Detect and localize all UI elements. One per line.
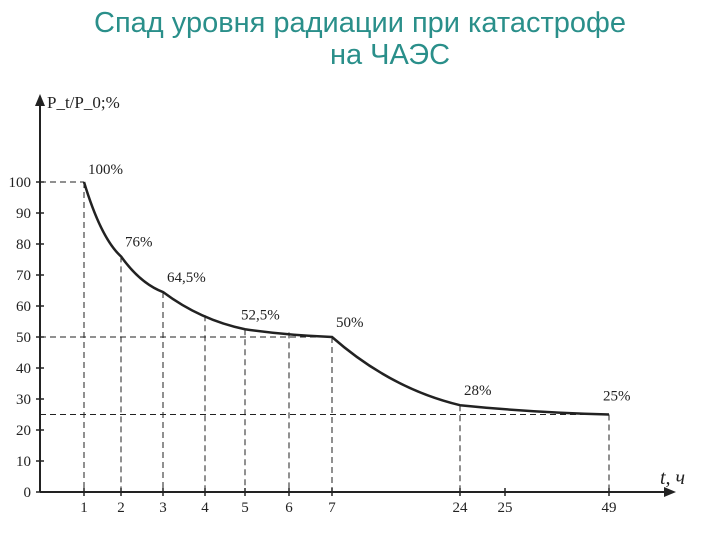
x-tick-label: 1 bbox=[80, 500, 88, 516]
data-label: 64,5% bbox=[167, 270, 206, 286]
y-tick-label: 80 bbox=[16, 237, 31, 253]
x-tick-label: 49 bbox=[602, 500, 617, 516]
x-tick-label: 5 bbox=[241, 500, 249, 516]
y-axis-arrow bbox=[35, 94, 45, 106]
chart-title-line2: на ЧАЭС bbox=[329, 39, 451, 71]
y-tick-label: 10 bbox=[16, 454, 31, 470]
y-tick-label: 100 bbox=[9, 175, 32, 191]
y-tick-label: 20 bbox=[16, 423, 31, 439]
x-tick-label: 6 bbox=[285, 500, 293, 516]
data-label: 76% bbox=[125, 234, 153, 250]
x-axis-label: t, ч bbox=[660, 467, 685, 489]
data-label: 50% bbox=[336, 315, 364, 331]
y-tick-label: 50 bbox=[16, 330, 31, 346]
y-tick-label: 0 bbox=[24, 485, 32, 501]
x-tick-label: 25 bbox=[498, 500, 513, 516]
x-axis-arrow bbox=[664, 487, 676, 497]
y-tick-label: 70 bbox=[16, 268, 31, 284]
data-label: 25% bbox=[603, 389, 631, 405]
decay-curve bbox=[82, 181, 610, 416]
x-tick-label: 2 bbox=[117, 500, 125, 516]
data-label: 28% bbox=[464, 383, 492, 399]
x-tick-label: 7 bbox=[328, 500, 336, 516]
y-tick-label: 60 bbox=[16, 299, 31, 315]
x-tick-label: 24 bbox=[453, 500, 469, 516]
y-tick-label: 40 bbox=[16, 361, 31, 377]
data-label: 52,5% bbox=[241, 307, 280, 323]
y-axis-label: P_t/P_0;% bbox=[47, 93, 120, 112]
y-tick-label: 30 bbox=[16, 392, 31, 408]
x-tick-label: 4 bbox=[201, 500, 209, 516]
x-tick-label: 3 bbox=[159, 500, 167, 516]
chart-title-line1: Спад уровня радиации при катастрофе bbox=[94, 7, 626, 39]
data-label: 100% bbox=[88, 162, 123, 178]
y-tick-label: 90 bbox=[16, 206, 31, 222]
